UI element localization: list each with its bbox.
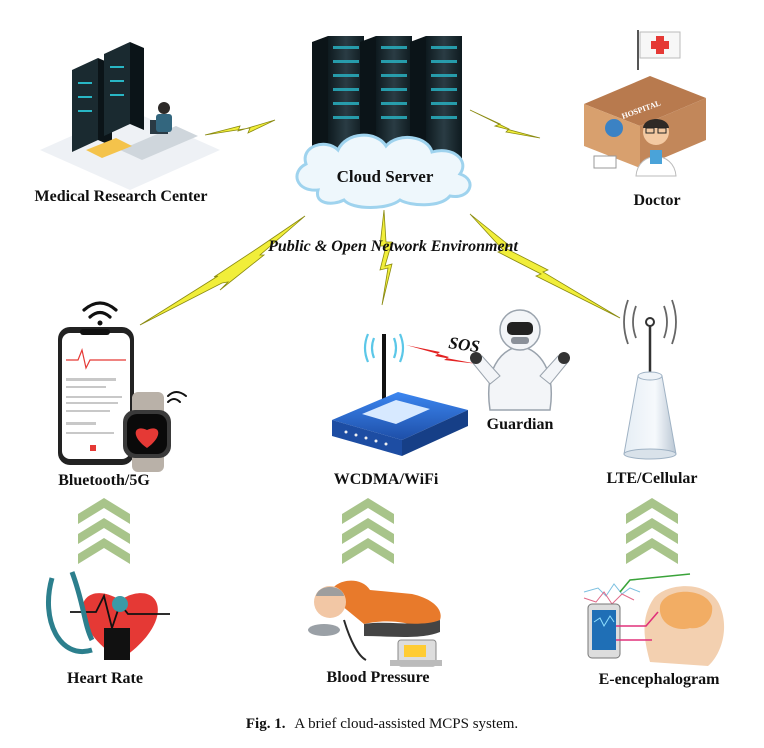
research-server-right bbox=[104, 42, 144, 136]
sos-label: SOS bbox=[447, 333, 481, 356]
wifi-label: WCDMA/WiFi bbox=[334, 471, 439, 488]
network-label: Public & Open Network Environment bbox=[267, 238, 518, 255]
research-center-group: Medical Research Center bbox=[35, 42, 220, 205]
eeg-label: E-encephalogram bbox=[599, 671, 721, 688]
guardian-label: Guardian bbox=[487, 416, 554, 433]
lightning-cloud-doctor bbox=[469, 109, 541, 139]
lightning-links bbox=[139, 109, 621, 326]
lightning-research-cloud bbox=[204, 119, 276, 136]
bluetooth-group: Bluetooth/5G bbox=[58, 301, 187, 489]
brain-eeg-icon bbox=[583, 573, 725, 666]
stethoscope-heart-icon bbox=[46, 571, 170, 660]
heart-group: Heart Rate bbox=[46, 571, 170, 687]
cellular-label: LTE/Cellular bbox=[607, 470, 698, 487]
heart-label: Heart Rate bbox=[67, 670, 143, 687]
upload-arrows bbox=[78, 498, 678, 564]
cell-tower-icon bbox=[623, 299, 677, 460]
doctor-icon bbox=[635, 119, 677, 177]
server-rack-right bbox=[410, 36, 462, 168]
cloud-server-group: Cloud Server bbox=[295, 36, 472, 209]
wifi-signal-icon bbox=[82, 301, 118, 326]
lightning-cloud-cellular bbox=[469, 213, 621, 319]
bp-label: Blood Pressure bbox=[327, 669, 430, 686]
caption-prefix: Fig. 1. bbox=[246, 716, 286, 732]
arrow-heart-to-bluetooth bbox=[78, 498, 130, 564]
caption-text: A brief cloud-assisted MCPS system. bbox=[294, 716, 518, 732]
cellular-group: LTE/Cellular bbox=[607, 299, 698, 487]
research-center-label: Medical Research Center bbox=[35, 188, 208, 205]
doctor-label: Doctor bbox=[633, 192, 680, 209]
blood-pressure-monitor-icon bbox=[308, 580, 442, 667]
cloud-server-label: Cloud Server bbox=[337, 167, 434, 186]
figure-caption: Fig. 1. A brief cloud-assisted MCPS syst… bbox=[246, 716, 518, 732]
arrow-eeg-to-cellular bbox=[626, 498, 678, 564]
hospital-icon: HOSPITAL bbox=[584, 30, 706, 169]
hazmat-guardian-icon bbox=[470, 309, 570, 411]
research-center-icon bbox=[40, 42, 220, 190]
cloud-icon bbox=[295, 133, 472, 209]
smartphone-icon bbox=[58, 327, 134, 465]
lightning-cloud-bluetooth bbox=[139, 215, 306, 326]
doctor-group: HOSPITAL Doctor bbox=[584, 30, 706, 209]
smartwatch-icon bbox=[123, 391, 187, 472]
bluetooth-label: Bluetooth/5G bbox=[58, 472, 150, 489]
bp-group: Blood Pressure bbox=[308, 580, 442, 686]
guardian-group: Guardian bbox=[470, 309, 570, 433]
sos-bolt-icon bbox=[406, 345, 478, 364]
wifi-group: WCDMA/WiFi bbox=[332, 333, 468, 488]
router-icon bbox=[332, 333, 468, 456]
lightning-cloud-wifi bbox=[379, 209, 393, 306]
eeg-group: E-encephalogram bbox=[583, 573, 725, 688]
arrow-bp-to-wifi bbox=[342, 498, 394, 564]
